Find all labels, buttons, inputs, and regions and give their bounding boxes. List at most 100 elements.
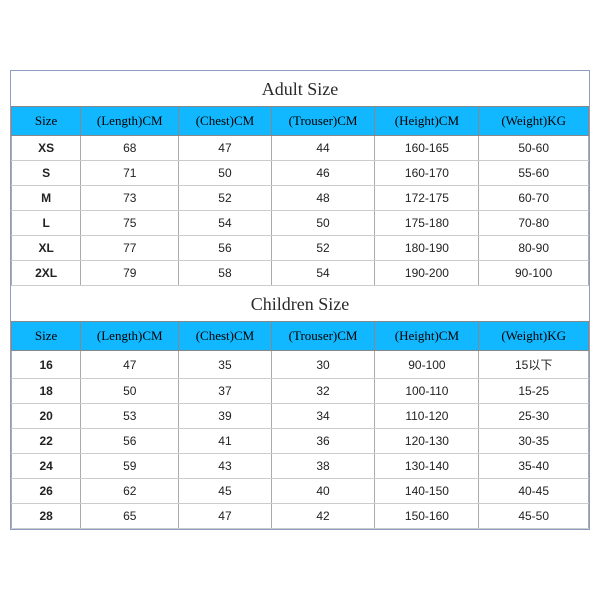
col-length: (Length)CM [81, 107, 179, 136]
table-row: 18503732100-11015-25 [12, 379, 589, 404]
table-row: L755450175-18070-80 [12, 211, 589, 236]
table-cell: XS [12, 136, 81, 161]
table-row: 2XL795854190-20090-100 [12, 261, 589, 286]
table-cell: 68 [81, 136, 179, 161]
table-cell: 40 [271, 479, 375, 504]
table-cell: 180-190 [375, 236, 479, 261]
table-cell: 62 [81, 479, 179, 504]
table-cell: 44 [271, 136, 375, 161]
table-cell: S [12, 161, 81, 186]
table-cell: 80-90 [479, 236, 589, 261]
table-cell: L [12, 211, 81, 236]
table-row: 1647353090-10015以下 [12, 351, 589, 379]
children-size-table: Size (Length)CM (Chest)CM (Trouser)CM (H… [11, 321, 589, 529]
table-cell: 38 [271, 454, 375, 479]
table-cell: 50 [179, 161, 271, 186]
table-cell: 110-120 [375, 404, 479, 429]
table-cell: 65 [81, 504, 179, 529]
table-cell: 45-50 [479, 504, 589, 529]
col-chest: (Chest)CM [179, 107, 271, 136]
table-cell: 32 [271, 379, 375, 404]
table-cell: XL [12, 236, 81, 261]
table-cell: 160-170 [375, 161, 479, 186]
size-chart-container: Adult Size Size (Length)CM (Chest)CM (Tr… [10, 70, 590, 530]
table-cell: 79 [81, 261, 179, 286]
children-tbody: 1647353090-10015以下18503732100-11015-2520… [12, 351, 589, 529]
col-height: (Height)CM [375, 107, 479, 136]
table-cell: 150-160 [375, 504, 479, 529]
table-cell: 90-100 [375, 351, 479, 379]
col-weight: (Weight)KG [479, 107, 589, 136]
table-cell: 39 [179, 404, 271, 429]
table-cell: 26 [12, 479, 81, 504]
table-header-row: Size (Length)CM (Chest)CM (Trouser)CM (H… [12, 322, 589, 351]
table-cell: 55-60 [479, 161, 589, 186]
table-cell: 172-175 [375, 186, 479, 211]
table-cell: 70-80 [479, 211, 589, 236]
table-cell: 90-100 [479, 261, 589, 286]
table-row: S715046160-17055-60 [12, 161, 589, 186]
adult-size-title: Adult Size [11, 71, 589, 106]
col-height: (Height)CM [375, 322, 479, 351]
table-cell: 73 [81, 186, 179, 211]
table-cell: 47 [81, 351, 179, 379]
table-cell: 46 [271, 161, 375, 186]
table-row: 24594338130-14035-40 [12, 454, 589, 479]
table-cell: 30 [271, 351, 375, 379]
table-cell: 58 [179, 261, 271, 286]
table-cell: 54 [179, 211, 271, 236]
table-cell: 16 [12, 351, 81, 379]
table-cell: 54 [271, 261, 375, 286]
table-cell: 35-40 [479, 454, 589, 479]
table-cell: 42 [271, 504, 375, 529]
table-cell: 52 [271, 236, 375, 261]
table-cell: 60-70 [479, 186, 589, 211]
table-cell: 41 [179, 429, 271, 454]
table-row: 22564136120-13030-35 [12, 429, 589, 454]
table-cell: 22 [12, 429, 81, 454]
table-header-row: Size (Length)CM (Chest)CM (Trouser)CM (H… [12, 107, 589, 136]
table-cell: 50 [271, 211, 375, 236]
table-cell: 71 [81, 161, 179, 186]
table-cell: 59 [81, 454, 179, 479]
table-cell: 45 [179, 479, 271, 504]
table-cell: 190-200 [375, 261, 479, 286]
table-cell: 140-150 [375, 479, 479, 504]
table-cell: 120-130 [375, 429, 479, 454]
table-row: 20533934110-12025-30 [12, 404, 589, 429]
table-cell: 15以下 [479, 351, 589, 379]
table-cell: 15-25 [479, 379, 589, 404]
col-size: Size [12, 107, 81, 136]
adult-tbody: XS684744160-16550-60S715046160-17055-60M… [12, 136, 589, 286]
col-weight: (Weight)KG [479, 322, 589, 351]
table-cell: 53 [81, 404, 179, 429]
table-cell: 37 [179, 379, 271, 404]
table-cell: 175-180 [375, 211, 479, 236]
table-row: XS684744160-16550-60 [12, 136, 589, 161]
table-cell: 36 [271, 429, 375, 454]
table-cell: 47 [179, 136, 271, 161]
table-cell: 77 [81, 236, 179, 261]
table-row: 28654742150-16045-50 [12, 504, 589, 529]
table-cell: 50 [81, 379, 179, 404]
col-trouser: (Trouser)CM [271, 107, 375, 136]
table-cell: 28 [12, 504, 81, 529]
adult-size-table: Size (Length)CM (Chest)CM (Trouser)CM (H… [11, 106, 589, 286]
table-row: XL775652180-19080-90 [12, 236, 589, 261]
table-cell: 24 [12, 454, 81, 479]
table-row: M735248172-17560-70 [12, 186, 589, 211]
table-cell: 43 [179, 454, 271, 479]
table-cell: 34 [271, 404, 375, 429]
table-cell: 40-45 [479, 479, 589, 504]
col-trouser: (Trouser)CM [271, 322, 375, 351]
col-length: (Length)CM [81, 322, 179, 351]
table-cell: 52 [179, 186, 271, 211]
table-cell: 30-35 [479, 429, 589, 454]
table-cell: 18 [12, 379, 81, 404]
col-chest: (Chest)CM [179, 322, 271, 351]
table-row: 26624540140-15040-45 [12, 479, 589, 504]
table-cell: 20 [12, 404, 81, 429]
children-size-title: Children Size [11, 286, 589, 321]
table-cell: 160-165 [375, 136, 479, 161]
table-cell: 35 [179, 351, 271, 379]
